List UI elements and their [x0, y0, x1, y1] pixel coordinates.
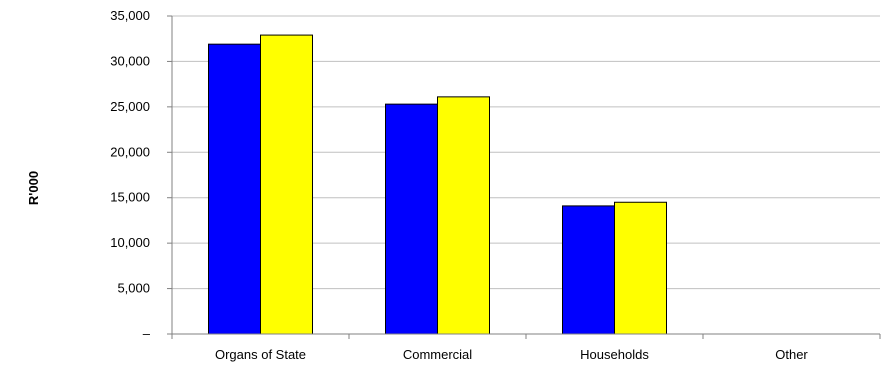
- y-tick-label: 5,000: [117, 281, 150, 296]
- x-tick-label: Commercial: [403, 347, 472, 362]
- axes: [167, 15, 881, 339]
- bar-2-commercial: [437, 96, 490, 335]
- y-tick-label: 35,000: [110, 8, 150, 23]
- y-tick-label: 25,000: [110, 99, 150, 114]
- y-tick-label: –: [143, 326, 151, 341]
- x-tick-label: Other: [775, 347, 808, 362]
- bar-2-households: [614, 201, 667, 335]
- y-tick-label: 20,000: [110, 144, 150, 159]
- bar-2-organs-of-state: [260, 34, 313, 335]
- y-tick-label: 30,000: [110, 53, 150, 68]
- y-tick-label: 15,000: [110, 190, 150, 205]
- bars: [208, 34, 667, 335]
- x-tick-labels: Organs of State Commercial Households Other: [215, 347, 808, 362]
- bar-1-commercial: [385, 103, 438, 335]
- bar-1-organs-of-state: [208, 43, 261, 335]
- x-tick-label: Households: [580, 347, 649, 362]
- y-axis-label: R'000: [26, 171, 41, 205]
- x-tick-label: Organs of State: [215, 347, 306, 362]
- bar-1-households: [562, 205, 615, 335]
- y-tick-labels: – 5,000 10,000 15,000 20,000 25,000 30,000 35,0…: [110, 8, 151, 341]
- y-tick-label: 10,000: [110, 235, 150, 250]
